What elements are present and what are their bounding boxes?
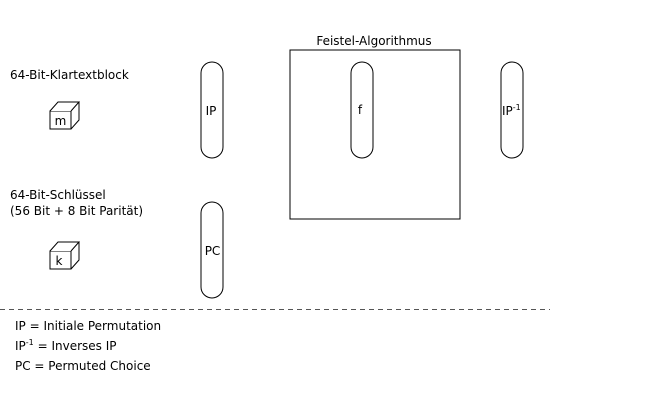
legend-ip: IP = Initiale Permutation	[15, 319, 161, 333]
legend-ip-inverse-base: IP	[15, 339, 26, 353]
ip-label: IP	[206, 104, 217, 118]
key-parity-label: (56 Bit + 8 Bit Parität)	[10, 204, 143, 218]
ip-block: IP	[200, 61, 224, 159]
ip-inverse-sup: -1	[513, 103, 521, 112]
legend-ip-inverse-rest: = Inverses IP	[34, 339, 117, 353]
feistel-box: Feistel-Algorithmus f	[289, 34, 461, 220]
feistel-title: Feistel-Algorithmus	[316, 34, 431, 48]
ip-inverse-label: IP-1	[502, 103, 521, 118]
key-symbol: k	[56, 254, 63, 268]
plaintext-cube-icon: m	[49, 101, 81, 130]
legend-pc: PC = Permuted Choice	[15, 359, 151, 373]
pc-label: PC	[205, 244, 221, 258]
f-function-block: f	[350, 61, 374, 159]
f-label: f	[358, 103, 363, 117]
pc-block: PC	[200, 201, 224, 299]
ip-inverse-base: IP	[502, 104, 513, 118]
legend-ip-inverse-sup: -1	[26, 338, 34, 347]
ip-inverse-block: IP-1	[500, 61, 524, 159]
key-cube-icon: k	[49, 241, 81, 270]
plaintext-symbol: m	[55, 114, 67, 128]
legend: IP = Initiale Permutation IP-1 = Inverse…	[15, 319, 161, 373]
legend-ip-inverse: IP-1 = Inverses IP	[15, 338, 117, 353]
plaintext-block-label: 64-Bit-Klartextblock	[10, 68, 129, 82]
key-label: 64-Bit-Schlüssel	[10, 188, 106, 202]
